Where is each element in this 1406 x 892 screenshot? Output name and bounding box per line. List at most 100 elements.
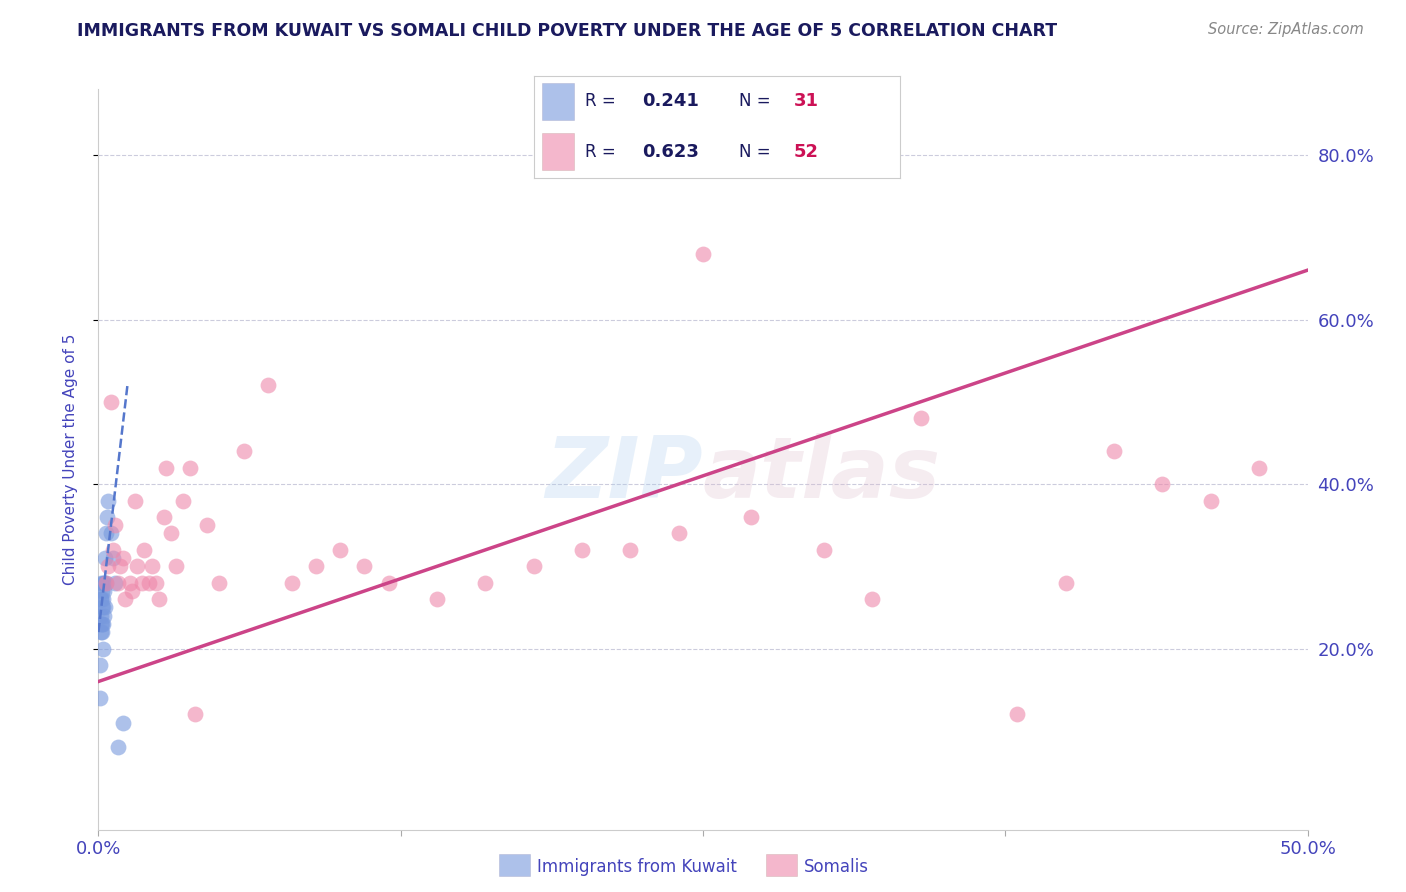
Point <box>108 559 131 574</box>
Point <box>138 575 160 590</box>
Point <box>93 584 115 599</box>
Point <box>91 641 114 656</box>
Point <box>91 600 114 615</box>
Text: 31: 31 <box>794 93 818 111</box>
Point <box>474 575 496 590</box>
Point <box>90 592 112 607</box>
Point <box>107 740 129 755</box>
Point <box>1102 444 1125 458</box>
Point <box>97 493 120 508</box>
Point <box>184 707 207 722</box>
Point <box>90 625 112 640</box>
Point <box>426 592 449 607</box>
Point <box>107 575 129 590</box>
Text: Source: ZipAtlas.com: Source: ZipAtlas.com <box>1208 22 1364 37</box>
Text: ZIP: ZIP <box>546 433 703 516</box>
Text: N =: N = <box>740 143 776 161</box>
Point <box>619 542 641 557</box>
Point <box>134 542 156 557</box>
FancyBboxPatch shape <box>541 133 575 170</box>
Point <box>148 592 170 607</box>
Y-axis label: Child Poverty Under the Age of 5: Child Poverty Under the Age of 5 <box>63 334 77 585</box>
Point <box>91 575 114 590</box>
Point <box>860 592 883 607</box>
Point <box>1007 707 1029 722</box>
Point <box>101 551 124 566</box>
Point <box>1054 575 1077 590</box>
Point <box>740 510 762 524</box>
Point <box>124 493 146 508</box>
Point <box>94 551 117 566</box>
Point <box>111 715 134 730</box>
Point <box>91 616 114 631</box>
Point <box>104 518 127 533</box>
Text: 0.241: 0.241 <box>643 93 699 111</box>
Point <box>165 559 187 574</box>
Point <box>94 575 117 590</box>
Point <box>93 600 115 615</box>
Point <box>179 460 201 475</box>
Point <box>91 592 114 607</box>
Point <box>101 542 124 557</box>
Point <box>118 575 141 590</box>
Point <box>256 378 278 392</box>
Point <box>93 575 115 590</box>
Point <box>377 575 399 590</box>
Point <box>172 493 194 508</box>
Point <box>114 592 136 607</box>
Point <box>208 575 231 590</box>
Text: R =: R = <box>585 143 621 161</box>
Point <box>100 526 122 541</box>
Text: Somalis: Somalis <box>804 858 869 876</box>
Point <box>353 559 375 574</box>
Point <box>232 444 254 458</box>
Point <box>160 526 183 541</box>
Point <box>104 575 127 590</box>
Text: R =: R = <box>585 93 621 111</box>
FancyBboxPatch shape <box>541 83 575 120</box>
Text: 0.623: 0.623 <box>643 143 699 161</box>
Point <box>121 584 143 599</box>
Point <box>305 559 328 574</box>
Point <box>155 460 177 475</box>
Point <box>127 559 149 574</box>
Point <box>89 658 111 673</box>
Point <box>94 526 117 541</box>
Point <box>94 575 117 590</box>
Text: 52: 52 <box>794 143 818 161</box>
Point <box>1249 460 1271 475</box>
Point <box>91 616 114 631</box>
Text: IMMIGRANTS FROM KUWAIT VS SOMALI CHILD POVERTY UNDER THE AGE OF 5 CORRELATION CH: IMMIGRANTS FROM KUWAIT VS SOMALI CHILD P… <box>77 22 1057 40</box>
Point <box>1199 493 1222 508</box>
Point <box>145 575 167 590</box>
Point <box>281 575 304 590</box>
Point <box>89 690 111 705</box>
Point <box>152 510 174 524</box>
Point <box>90 575 112 590</box>
Point <box>692 246 714 260</box>
Point <box>668 526 690 541</box>
Text: atlas: atlas <box>703 433 941 516</box>
Point <box>523 559 546 574</box>
Point <box>111 551 134 566</box>
Point <box>91 584 114 599</box>
Point <box>90 625 112 640</box>
Point <box>100 394 122 409</box>
Point <box>813 542 835 557</box>
Point <box>90 592 112 607</box>
Point <box>90 608 112 623</box>
Point <box>90 600 112 615</box>
Point <box>90 616 112 631</box>
Point <box>97 559 120 574</box>
Text: Immigrants from Kuwait: Immigrants from Kuwait <box>537 858 737 876</box>
Point <box>131 575 153 590</box>
Text: N =: N = <box>740 93 776 111</box>
Point <box>329 542 352 557</box>
Point <box>195 518 218 533</box>
Point <box>141 559 163 574</box>
Point <box>96 510 118 524</box>
Point <box>1152 477 1174 491</box>
Point <box>571 542 593 557</box>
Point <box>910 411 932 425</box>
Point <box>93 608 115 623</box>
